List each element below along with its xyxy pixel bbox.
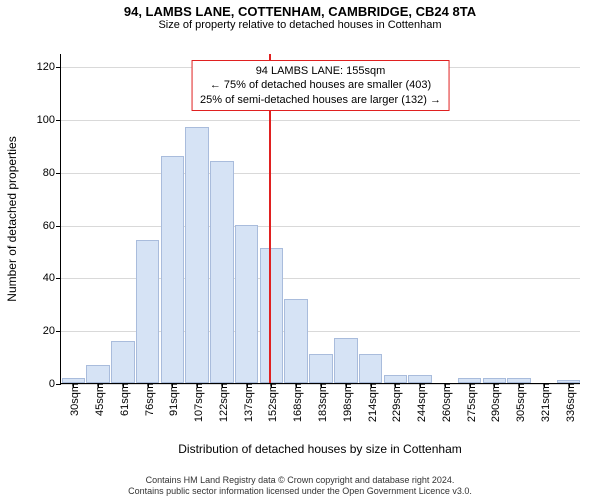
plot-area: 02040608010012030sqm45sqm61sqm76sqm91sqm… bbox=[60, 54, 580, 384]
annot-line-1: 94 LAMBS LANE: 155sqm bbox=[200, 64, 441, 78]
xtick-label: 260sqm bbox=[437, 383, 453, 422]
chart-title: 94, LAMBS LANE, COTTENHAM, CAMBRIDGE, CB… bbox=[0, 4, 600, 19]
ytick-label: 0 bbox=[49, 378, 61, 390]
annot-line-3: 25% of semi-detached houses are larger (… bbox=[200, 93, 441, 107]
xtick-label: 244sqm bbox=[412, 383, 428, 422]
xtick-label: 305sqm bbox=[511, 383, 527, 422]
xtick-label: 152sqm bbox=[263, 383, 279, 422]
xtick-label: 198sqm bbox=[338, 383, 354, 422]
ytick-label: 40 bbox=[43, 272, 61, 284]
bar bbox=[111, 341, 135, 383]
ytick-label: 100 bbox=[37, 114, 61, 126]
bar bbox=[185, 127, 209, 383]
bar bbox=[408, 375, 432, 383]
ytick-label: 20 bbox=[43, 325, 61, 337]
gridline-h bbox=[61, 173, 580, 174]
xtick-label: 214sqm bbox=[363, 383, 379, 422]
annotation-box: 94 LAMBS LANE: 155sqm← 75% of detached h… bbox=[191, 60, 450, 111]
xtick-label: 91sqm bbox=[164, 383, 180, 416]
y-axis-label: Number of detached properties bbox=[5, 136, 19, 301]
xtick-label: 76sqm bbox=[140, 383, 156, 416]
gridline-h bbox=[61, 120, 580, 121]
annot-line-2: ← 75% of detached houses are smaller (40… bbox=[200, 78, 441, 92]
ytick-label: 60 bbox=[43, 220, 61, 232]
xtick-label: 275sqm bbox=[462, 383, 478, 422]
xtick-label: 290sqm bbox=[486, 383, 502, 422]
xtick-label: 168sqm bbox=[288, 383, 304, 422]
gridline-h bbox=[61, 226, 580, 227]
bar bbox=[235, 225, 259, 383]
xtick-label: 45sqm bbox=[90, 383, 106, 416]
x-axis-label: Distribution of detached houses by size … bbox=[60, 442, 580, 456]
bar bbox=[334, 338, 358, 383]
bar bbox=[309, 354, 333, 383]
xtick-label: 229sqm bbox=[387, 383, 403, 422]
chart-subtitle: Size of property relative to detached ho… bbox=[0, 19, 600, 31]
bar bbox=[384, 375, 408, 383]
xtick-label: 30sqm bbox=[65, 383, 81, 416]
xtick-label: 336sqm bbox=[561, 383, 577, 422]
footer: Contains HM Land Registry data © Crown c… bbox=[0, 475, 600, 498]
xtick-label: 321sqm bbox=[536, 383, 552, 422]
xtick-label: 61sqm bbox=[115, 383, 131, 416]
bar bbox=[210, 161, 234, 383]
xtick-label: 137sqm bbox=[239, 383, 255, 422]
xtick-label: 183sqm bbox=[313, 383, 329, 422]
bar bbox=[136, 240, 160, 383]
footer-line-1: Contains HM Land Registry data © Crown c… bbox=[0, 475, 600, 487]
bar bbox=[284, 299, 308, 383]
xtick-label: 122sqm bbox=[214, 383, 230, 422]
bar bbox=[86, 365, 110, 383]
footer-line-2: Contains public sector information licen… bbox=[0, 486, 600, 498]
xtick-label: 107sqm bbox=[189, 383, 205, 422]
ytick-label: 120 bbox=[37, 61, 61, 73]
bar bbox=[161, 156, 185, 383]
ytick-label: 80 bbox=[43, 167, 61, 179]
bar bbox=[359, 354, 383, 383]
bar bbox=[260, 248, 284, 383]
